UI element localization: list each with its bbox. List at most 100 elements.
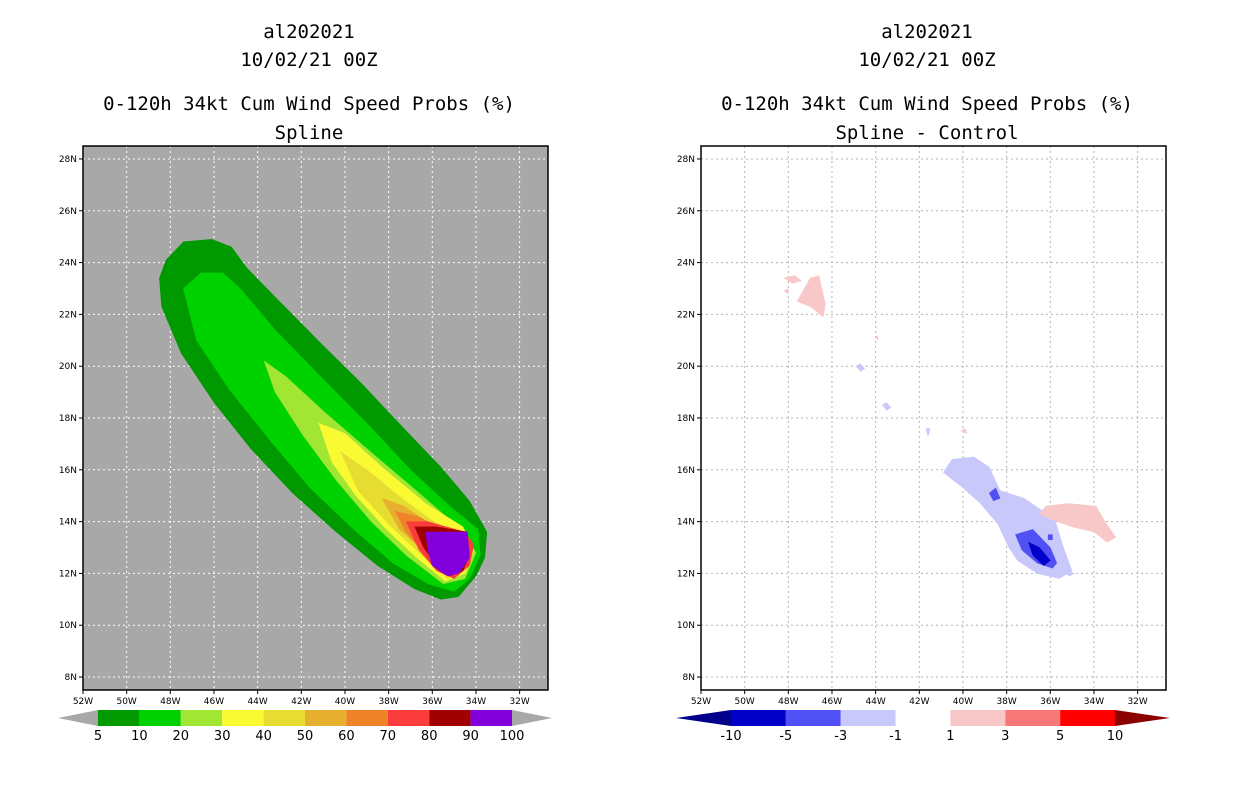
y-tick-label: 20N — [677, 362, 695, 372]
right-subtitle: Spline - Control — [835, 122, 1018, 144]
colorbar-swatch — [139, 710, 181, 726]
contour-level-1 — [783, 288, 789, 294]
colorbar-swatch — [785, 710, 841, 726]
y-tick-label: 14N — [59, 518, 77, 528]
right-title: 0-120h 34kt Cum Wind Speed Probs (%) — [721, 93, 1133, 115]
colorbar-label: 90 — [462, 729, 479, 744]
x-tick-label: 44W — [247, 697, 267, 707]
x-tick-label: 42W — [291, 697, 311, 707]
contour-level-neg5 — [1028, 542, 1051, 566]
y-tick-label: 18N — [59, 414, 77, 424]
colorbar-label: 70 — [380, 729, 397, 744]
x-tick-label: 32W — [1127, 697, 1147, 707]
colorbar-label: 80 — [421, 729, 438, 744]
y-tick-label: 14N — [677, 518, 695, 528]
left-storm-id: al202021 — [263, 21, 355, 43]
colorbar-label: -1 — [889, 729, 902, 744]
x-tick-label: 40W — [335, 697, 355, 707]
colorbar-label: 50 — [297, 729, 314, 744]
y-tick-label: 16N — [677, 466, 695, 476]
colorbar-swatch — [1005, 710, 1061, 726]
contour-level-neg1 — [925, 428, 931, 437]
y-tick-label: 26N — [677, 207, 695, 217]
contour-level-neg1 — [855, 363, 865, 372]
right-contour-layer — [783, 275, 1117, 579]
x-tick-label: 40W — [953, 697, 973, 707]
colorbar-label: -3 — [834, 729, 847, 744]
colorbar-swatch — [98, 710, 140, 726]
contour-level-1 — [783, 275, 802, 284]
colorbar-swatch — [263, 710, 305, 726]
colorbar-label: 20 — [173, 729, 190, 744]
x-tick-label: 52W — [73, 697, 93, 707]
x-tick-label: 50W — [734, 697, 754, 707]
colorbar-low-arrow — [676, 710, 731, 726]
right-datetime: 10/02/21 00Z — [858, 49, 995, 71]
x-tick-label: 48W — [160, 697, 180, 707]
colorbar-label: 40 — [255, 729, 272, 744]
colorbar-label: 3 — [1001, 729, 1009, 744]
colorbar-swatch — [840, 710, 896, 726]
x-tick-label: 46W — [204, 697, 224, 707]
y-tick-label: 28N — [59, 155, 77, 165]
colorbar-high-arrow — [1115, 710, 1170, 726]
contour-level-1 — [1039, 503, 1117, 543]
y-tick-label: 8N — [683, 673, 695, 683]
colorbar-label: 5 — [94, 729, 102, 744]
colorbar-swatch — [387, 710, 430, 726]
y-tick-label: 24N — [59, 259, 77, 269]
contour-level-neg1 — [881, 402, 892, 411]
colorbar-swatch — [222, 710, 264, 726]
contour-level-1 — [796, 275, 826, 318]
right-gridlines — [701, 146, 1166, 690]
colorbar-swatch — [346, 710, 388, 726]
contour-level-90 — [425, 531, 470, 577]
y-tick-label: 26N — [59, 207, 77, 217]
left-subtitle: Spline — [275, 122, 344, 144]
x-tick-label: 52W — [691, 697, 711, 707]
colorbar-label: -10 — [720, 729, 741, 744]
colorbar-swatch — [895, 710, 951, 726]
colorbar-label: 60 — [338, 729, 355, 744]
x-tick-label: 36W — [1040, 697, 1060, 707]
colorbar-swatch — [1060, 710, 1115, 726]
y-tick-label: 16N — [59, 466, 77, 476]
y-tick-label: 12N — [677, 569, 695, 579]
colorbar-swatch — [180, 710, 223, 726]
colorbar-label: 1 — [946, 729, 954, 744]
colorbar-swatch — [470, 710, 512, 726]
x-tick-label: 32W — [509, 697, 529, 707]
y-tick-label: 22N — [59, 310, 77, 320]
colorbar-swatch — [731, 710, 786, 726]
x-tick-label: 42W — [909, 697, 929, 707]
left-datetime: 10/02/21 00Z — [240, 49, 377, 71]
y-tick-label: 8N — [65, 673, 77, 683]
right-storm-id: al202021 — [881, 21, 973, 43]
right-panel: al202021 10/02/21 00Z 0-120h 34kt Cum Wi… — [676, 21, 1170, 744]
contour-level-neg3 — [1047, 534, 1053, 541]
x-tick-label: 48W — [778, 697, 798, 707]
contour-level-1 — [960, 428, 968, 434]
colorbar-high-arrow — [512, 710, 552, 726]
colorbar-label: 10 — [1107, 729, 1124, 744]
x-tick-label: 38W — [378, 697, 398, 707]
y-tick-label: 12N — [59, 569, 77, 579]
x-tick-label: 44W — [865, 697, 885, 707]
colorbar-label: 10 — [131, 729, 148, 744]
y-tick-label: 28N — [677, 155, 695, 165]
x-tick-label: 50W — [116, 697, 136, 707]
x-tick-label: 36W — [422, 697, 442, 707]
colorbar-low-arrow — [58, 710, 98, 726]
left-axis-ticks: 52W 50W 48W 46W 44W 42W 40W 38W 36W 34W 32W 28N 26N 2… — [59, 155, 530, 707]
contour-level-neg3 — [988, 487, 1001, 502]
left-title: 0-120h 34kt Cum Wind Speed Probs (%) — [103, 93, 515, 115]
right-colorbar: -10 -5 -3 -1 1 3 5 10 — [676, 710, 1170, 744]
contour-level-1 — [875, 334, 879, 341]
colorbar-label: 5 — [1056, 729, 1064, 744]
y-tick-label: 20N — [59, 362, 77, 372]
x-tick-label: 34W — [466, 697, 486, 707]
y-tick-label: 18N — [677, 414, 695, 424]
y-tick-label: 10N — [677, 621, 695, 631]
colorbar-label: 30 — [214, 729, 231, 744]
